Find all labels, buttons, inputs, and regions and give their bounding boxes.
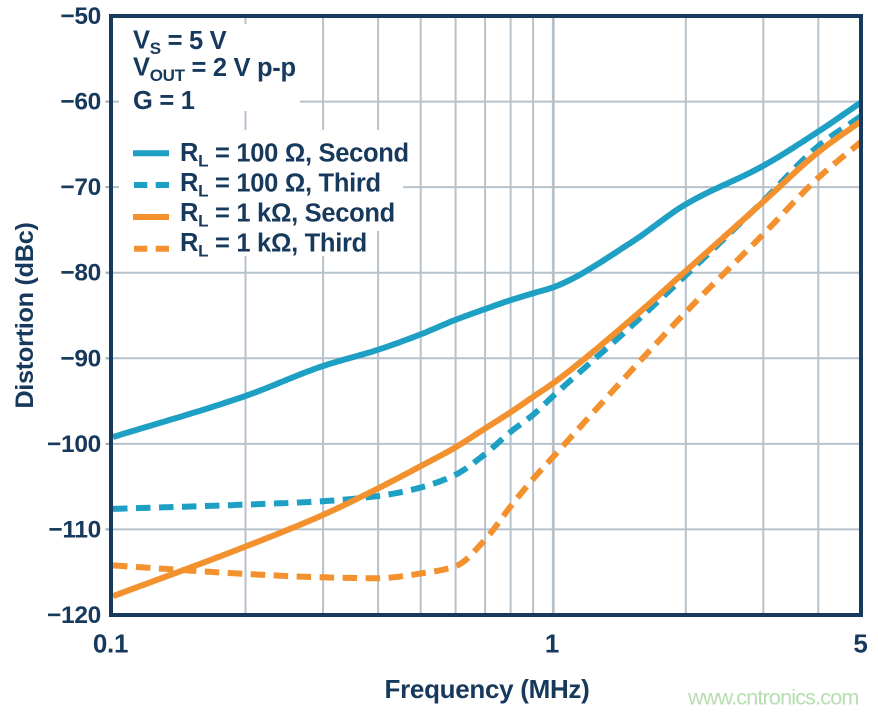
svg-text:−120: −120: [47, 602, 101, 629]
svg-text:G = 1: G = 1: [133, 87, 195, 115]
svg-text:−110: −110: [48, 516, 101, 543]
svg-text:RL = 100 Ω, Second: RL = 100 Ω, Second: [180, 139, 409, 171]
svg-text:−50: −50: [60, 3, 101, 30]
svg-text:−60: −60: [60, 89, 101, 116]
svg-text:www.cntronics.com: www.cntronics.com: [687, 686, 858, 710]
svg-text:5: 5: [853, 629, 867, 659]
svg-text:VOUT = 2 V p-p: VOUT = 2 V p-p: [133, 54, 296, 86]
svg-text:RL = 1 kΩ, Second: RL = 1 kΩ, Second: [180, 199, 395, 231]
svg-text:−90: −90: [60, 345, 101, 372]
svg-text:RL = 1 kΩ, Third: RL = 1 kΩ, Third: [180, 229, 367, 261]
svg-text:Frequency (MHz): Frequency (MHz): [385, 674, 590, 704]
svg-text:−80: −80: [60, 260, 101, 287]
svg-text:−100: −100: [47, 431, 101, 458]
svg-text:VS = 5 V: VS = 5 V: [133, 27, 227, 59]
svg-text:RL = 100 Ω, Third: RL = 100 Ω, Third: [180, 169, 381, 201]
svg-text:0.1: 0.1: [93, 629, 128, 659]
svg-text:Distortion (dBc): Distortion (dBc): [11, 222, 39, 408]
svg-text:1: 1: [545, 629, 559, 659]
svg-text:−70: −70: [60, 174, 101, 201]
